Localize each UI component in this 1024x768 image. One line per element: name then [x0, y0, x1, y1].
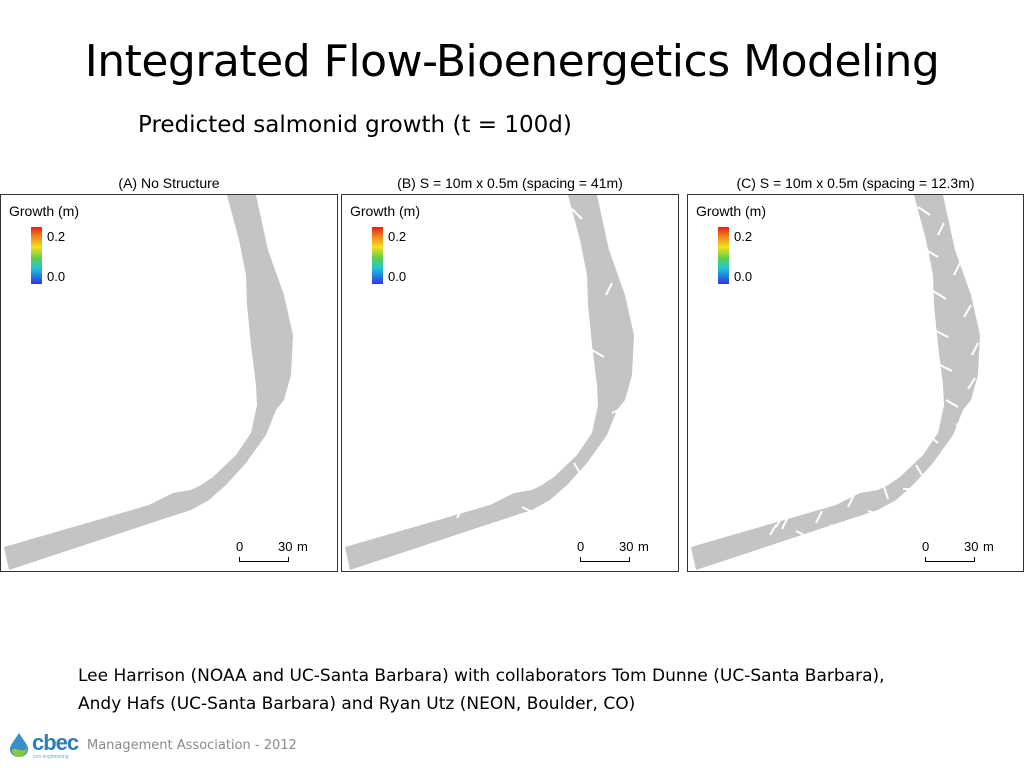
river-map-b — [345, 195, 634, 570]
scale-length-label: 30 — [619, 539, 634, 554]
structure — [955, 420, 969, 426]
river-map-a — [4, 195, 293, 570]
structure — [611, 406, 626, 414]
colorbar — [31, 227, 42, 284]
structure — [953, 262, 961, 276]
scale-bar: 0 30 m — [577, 539, 660, 565]
scale-zero-label: 0 — [577, 539, 585, 554]
colorbar-min-label: 0.0 — [734, 269, 753, 284]
structures — [456, 208, 626, 519]
structure — [781, 516, 789, 530]
river-channel — [691, 195, 980, 570]
logo-tagline: eco engineering — [33, 754, 69, 760]
credits: Lee Harrison (NOAA and UC-Santa Barbara)… — [78, 662, 998, 718]
colorbar — [372, 227, 383, 284]
scale-unit-label: m — [983, 539, 994, 554]
colorbar-max-label: 0.2 — [388, 229, 407, 244]
structure — [829, 524, 843, 532]
structure — [769, 524, 777, 536]
colorbar-min-label: 0.0 — [388, 269, 407, 284]
scale-zero-label: 0 — [922, 539, 930, 554]
structures — [769, 206, 979, 538]
structure — [847, 494, 855, 508]
structure — [915, 464, 923, 476]
scale-length-label: 30 — [964, 539, 979, 554]
structure — [573, 462, 581, 474]
structure — [605, 282, 613, 296]
scale-bar: 0 30 m — [236, 539, 319, 565]
structure — [932, 290, 947, 300]
water-drop-icon — [10, 733, 28, 757]
structure — [591, 349, 605, 358]
legend-title: Growth (m) — [9, 203, 79, 219]
river-channel — [345, 195, 634, 570]
legend-title: Growth (m) — [696, 203, 766, 219]
river-map-c — [691, 195, 980, 570]
panel-b-title: (B) S = 10m x 0.5m (spacing = 41m) — [397, 175, 623, 191]
structure — [917, 206, 931, 216]
structure — [571, 208, 583, 220]
structure — [937, 222, 945, 236]
structure — [935, 458, 947, 464]
structure — [963, 304, 972, 318]
scale-line — [925, 557, 975, 562]
structure — [775, 516, 783, 528]
logo-text: cbec — [32, 730, 79, 755]
structure — [939, 364, 953, 372]
river-channel — [4, 195, 293, 570]
scale-line — [239, 557, 289, 562]
scale-unit-label: m — [297, 539, 308, 554]
structure — [867, 510, 881, 516]
slide-subtitle: Predicted salmonid growth (t = 100d) — [138, 112, 572, 138]
scale-line — [580, 557, 630, 562]
colorbar-max-label: 0.2 — [47, 229, 66, 244]
cbec-logo: cbec eco engineering — [8, 730, 80, 762]
scale-bar: 0 30 m — [922, 539, 1005, 565]
scale-unit-label: m — [638, 539, 649, 554]
colorbar-max-label: 0.2 — [734, 229, 753, 244]
panel-a-title: (A) No Structure — [118, 175, 220, 191]
structure — [927, 434, 939, 444]
colorbar — [718, 227, 729, 284]
slide-title: Integrated Flow-Bioenergetics Modeling — [84, 36, 940, 87]
structure — [945, 399, 959, 408]
structure — [521, 506, 535, 514]
structure — [925, 249, 939, 258]
structure — [815, 510, 823, 524]
credits-line-1: Lee Harrison (NOAA and UC-Santa Barbara)… — [78, 666, 885, 686]
panel-c-title: (C) S = 10m x 0.5m (spacing = 12.3m) — [736, 175, 975, 191]
scale-zero-label: 0 — [236, 539, 244, 554]
structure — [935, 330, 949, 338]
legend-title: Growth (m) — [350, 203, 420, 219]
panel-b: Growth (m) 0.2 0.0 0 30 m — [341, 194, 679, 572]
panel-c: Growth (m) 0.2 0.0 0 30 m — [687, 194, 1024, 572]
structure — [456, 504, 465, 519]
structure — [967, 377, 976, 390]
colorbar-min-label: 0.0 — [47, 269, 66, 284]
scale-length-label: 30 — [278, 539, 293, 554]
structure — [795, 530, 809, 538]
footer-text: Management Association - 2012 — [87, 738, 297, 753]
structure — [971, 342, 979, 356]
credits-line-2: Andy Hafs (UC-Santa Barbara) and Ryan Ut… — [78, 694, 636, 714]
panel-a: Growth (m) 0.2 0.0 0 30 m — [0, 194, 338, 572]
structure — [883, 486, 889, 500]
